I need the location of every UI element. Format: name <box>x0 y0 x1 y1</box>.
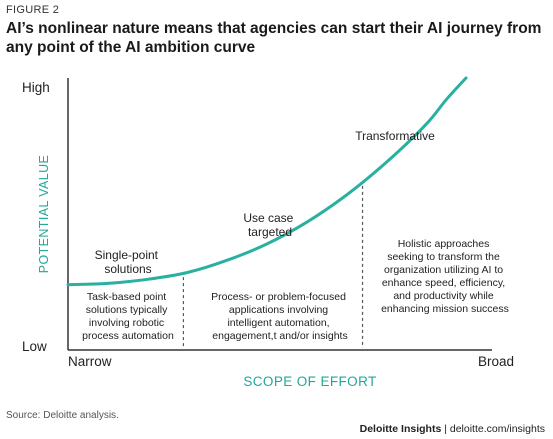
stage-desc-line: enhancing mission success <box>381 303 509 315</box>
stage-label-line: Use case <box>243 211 293 225</box>
stage-desc-line: applications involving <box>229 304 328 316</box>
credit-url[interactable]: deloitte.com/insights <box>449 423 545 435</box>
stage-desc-line: Task-based point <box>87 291 166 303</box>
stage-desc-line: organization utilizing AI to <box>384 264 503 276</box>
x-tick-narrow: Narrow <box>68 354 112 369</box>
x-tick-broad: Broad <box>478 354 514 369</box>
stage-desc-line: seeking to transform the <box>387 251 500 263</box>
stage-desc-line: enhance speed, efficiency, <box>382 277 505 289</box>
stage-desc-line: engagement,t and/or insights <box>212 330 347 342</box>
chart-title: AI’s nonlinear nature means that agencie… <box>6 20 542 56</box>
stage-desc-line: intelligent automation, <box>227 317 329 329</box>
stage-desc-line: solutions typically <box>86 304 168 316</box>
credit-line: Deloitte Insights | deloitte.com/insight… <box>360 423 545 435</box>
stage-label-line: targeted <box>248 225 292 239</box>
source-note: Source: Deloitte analysis. <box>6 410 119 421</box>
stage-label-line: Transformative <box>355 129 435 143</box>
stage-desc-line: involving robotic <box>89 317 164 329</box>
figure-label: FIGURE 2 <box>6 4 60 16</box>
stage-desc-line: Process- or problem-focused <box>211 291 346 303</box>
stage-description-single-point: Task-based point solutions typically inv… <box>82 291 174 342</box>
ambition-curve <box>66 76 468 287</box>
stage-label-line: Single-point <box>95 248 159 262</box>
stage-label-transformative: Transformative <box>355 129 435 143</box>
y-tick-low: Low <box>22 339 47 354</box>
stage-label-line: solutions <box>104 262 151 276</box>
stage-label-use-case: Use case targeted <box>243 211 296 239</box>
stage-description-use-case: Process- or problem-focused applications… <box>211 291 349 342</box>
stage-desc-line: and productivity while <box>393 290 494 302</box>
stage-desc-line: process automation <box>82 330 174 342</box>
stage-description-transformative: Holistic approaches seeking to transform… <box>381 238 509 315</box>
credit-brand: Deloitte Insights <box>359 423 442 435</box>
credit-separator: | <box>441 423 450 435</box>
stage-desc-line: Holistic approaches <box>398 238 490 250</box>
x-axis-title: SCOPE OF EFFORT <box>243 374 376 389</box>
y-tick-high: High <box>22 80 50 95</box>
y-axis-title: POTENTIAL VALUE <box>37 155 51 274</box>
stage-label-single-point: Single-point solutions <box>95 248 162 276</box>
